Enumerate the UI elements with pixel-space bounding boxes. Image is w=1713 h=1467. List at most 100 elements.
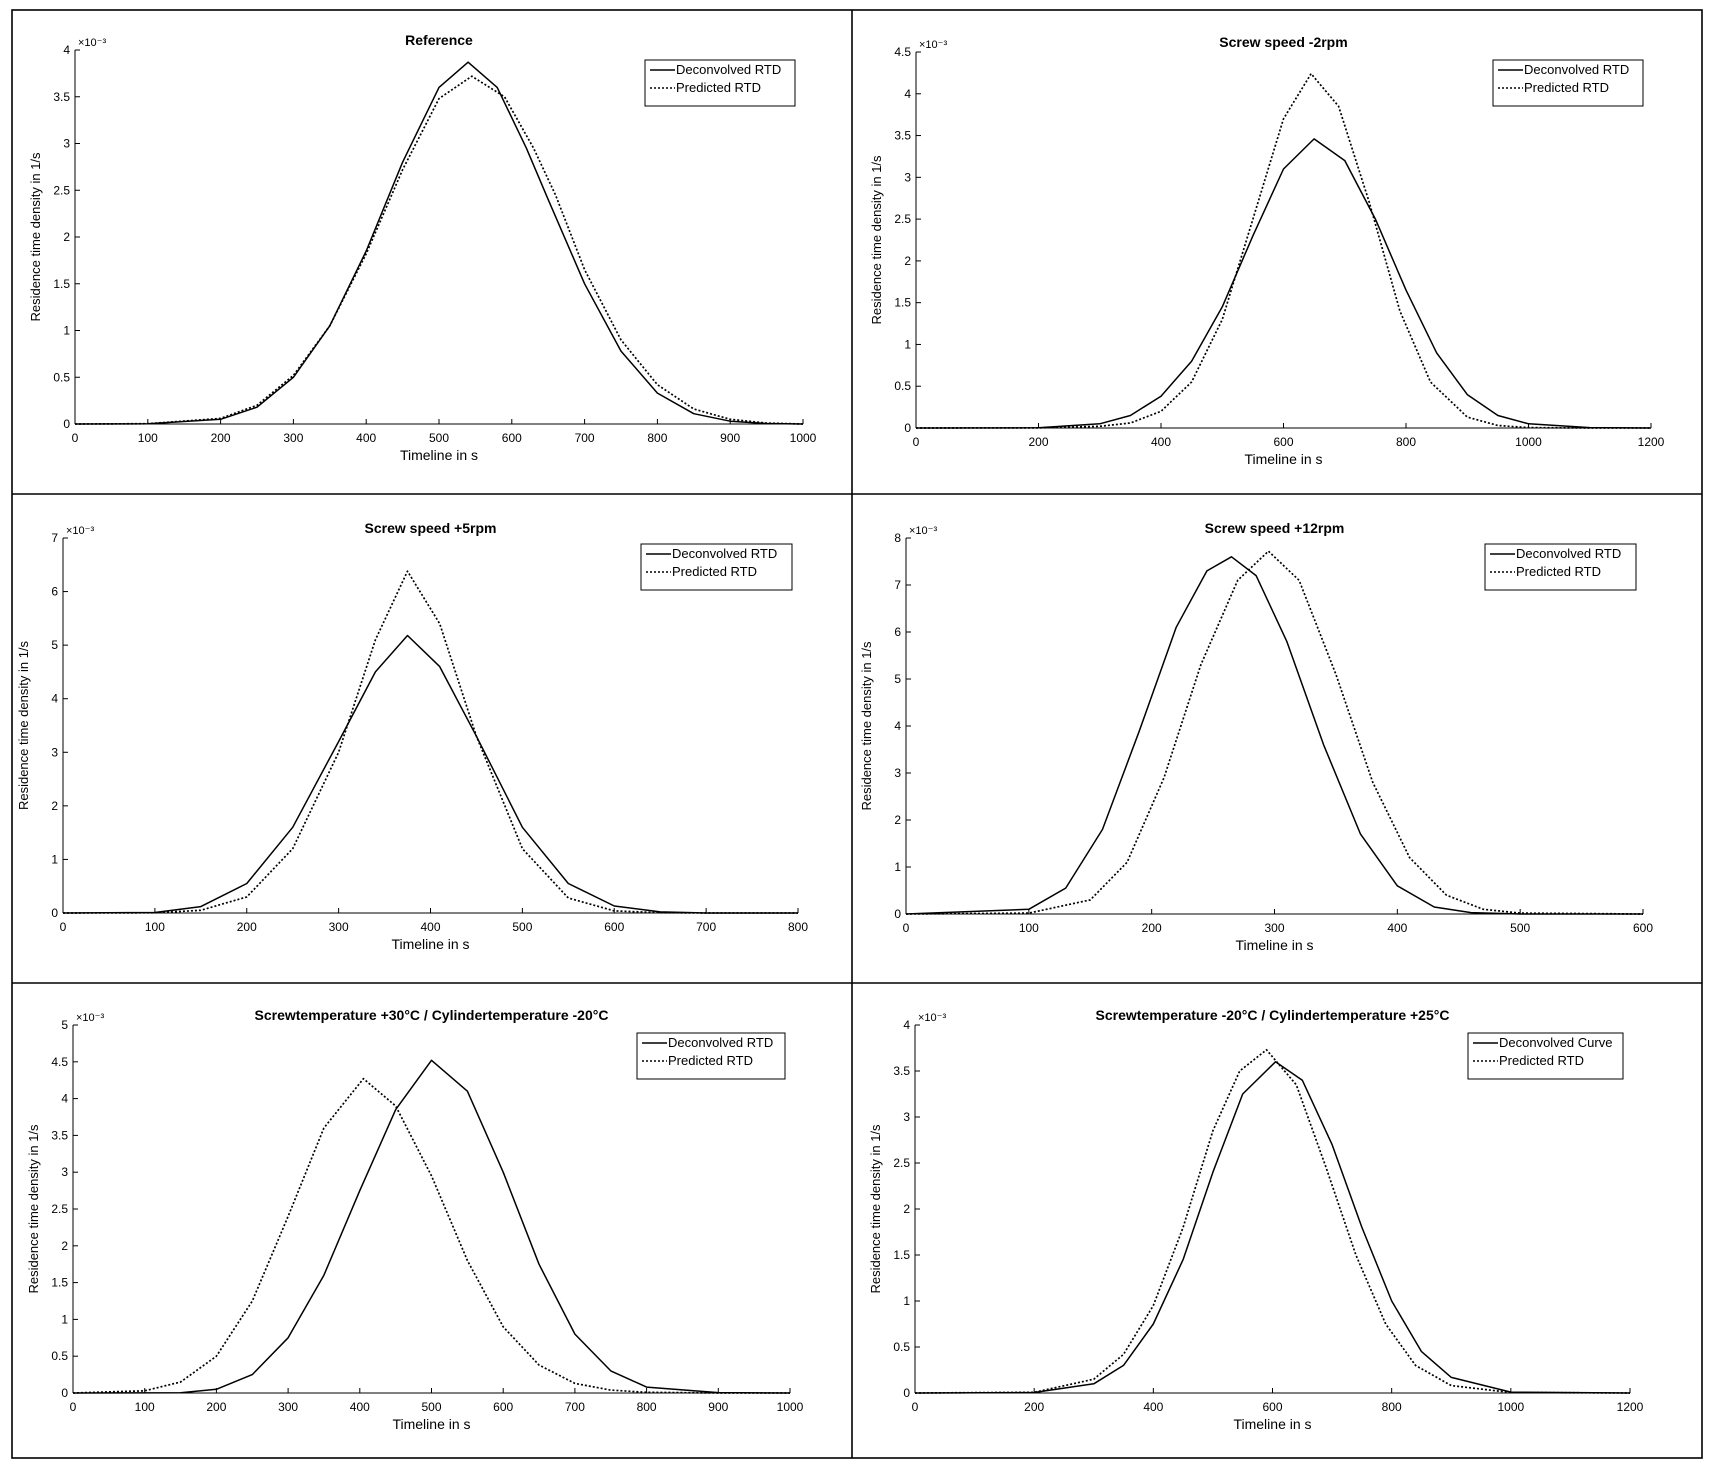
x-tick-label: 300: [329, 920, 349, 934]
x-tick-label: 900: [708, 1400, 728, 1414]
series-line-deconvolved-curve: [914, 1061, 1631, 1394]
x-tick-label: 800: [788, 920, 808, 934]
y-scale-exponent: ×10⁻³: [76, 1012, 104, 1024]
x-tick-label: 200: [1028, 435, 1048, 449]
x-tick-label: 0: [60, 920, 67, 934]
y-tick-label: 2: [51, 799, 58, 813]
x-tick-label: 600: [1633, 921, 1653, 935]
x-tick-label: 600: [604, 920, 624, 934]
x-tick-label: 200: [211, 431, 231, 445]
x-tick-label: 1200: [1617, 1400, 1644, 1414]
series-line-deconvolved-rtd: [74, 61, 804, 425]
y-tick-label: 0.5: [893, 1340, 910, 1354]
x-tick-label: 500: [421, 1400, 441, 1414]
x-tick-label: 100: [1019, 921, 1039, 935]
chart-title: Screwtemperature -20°C / Cylindertempera…: [1096, 1007, 1450, 1023]
y-tick-label: 8: [894, 531, 901, 545]
y-tick-label: 6: [51, 585, 58, 599]
legend-entry: Predicted RTD: [676, 80, 761, 95]
legend-entry: Deconvolved RTD: [676, 62, 781, 77]
y-tick-label: 2.5: [51, 1202, 68, 1216]
x-tick-label: 800: [637, 1400, 657, 1414]
y-tick-label: 0.5: [53, 370, 70, 384]
x-tick-label: 400: [1143, 1400, 1163, 1414]
x-tick-label: 0: [903, 921, 910, 935]
y-tick-label: 1: [61, 1312, 68, 1326]
y-axis-label: Residence time density in 1/s: [869, 155, 884, 325]
y-tick-label: 4: [61, 1092, 68, 1106]
legend: Deconvolved RTD Predicted RTD: [1492, 59, 1644, 107]
series-line-predicted-rtd: [914, 1048, 1631, 1394]
y-scale-exponent: ×10⁻³: [918, 1012, 946, 1024]
legend-box: [644, 59, 796, 107]
y-tick-label: 0: [63, 417, 70, 431]
chart-panel-3: 0 100 200 300 400 500 600 700 800 0 1 2 3 4 5 6 7 ×10⁻³ Sc…: [16, 520, 808, 952]
x-axis-label: Timeline in s: [400, 447, 478, 463]
legend-box: [640, 543, 793, 591]
y-tick-label: 4: [904, 87, 911, 101]
y-tick-label: 1: [903, 1294, 910, 1308]
series-line-deconvolved-rtd: [72, 1059, 791, 1394]
x-tick-label: 500: [1510, 921, 1530, 935]
y-tick-label: 0: [51, 906, 58, 920]
x-tick-label: 400: [420, 920, 440, 934]
x-tick-label: 0: [72, 431, 79, 445]
y-tick-label: 1.5: [894, 296, 911, 310]
x-tick-label: 400: [356, 431, 376, 445]
x-tick-label: 800: [647, 431, 667, 445]
legend-entry: Deconvolved RTD: [1516, 546, 1621, 561]
y-axis-label: Residence time density in 1/s: [868, 1124, 883, 1294]
y-tick-label: 5: [51, 638, 58, 652]
y-tick-label: 3: [61, 1165, 68, 1179]
y-scale-exponent: ×10⁻³: [919, 39, 947, 51]
y-tick-label: 3: [63, 137, 70, 151]
y-tick-label: 1.5: [51, 1276, 68, 1290]
y-scale-exponent: ×10⁻³: [66, 525, 94, 537]
legend: Deconvolved RTD Predicted RTD: [640, 543, 793, 591]
x-tick-label: 0: [913, 435, 920, 449]
y-tick-label: 2.5: [894, 212, 911, 226]
y-axis-label: Residence time density in 1/s: [28, 152, 43, 322]
x-axis-label: Timeline in s: [392, 1416, 470, 1432]
series-line-predicted-rtd: [915, 72, 1651, 429]
x-tick-label: 600: [1262, 1400, 1282, 1414]
legend-box: [1467, 1032, 1624, 1080]
x-tick-label: 0: [70, 1400, 77, 1414]
chart-panel-2: 0 200 400 600 800 1000 1200 0 0.5 1 1.5 2 2.5 3 3.5 4 4.…: [869, 34, 1665, 467]
legend-entry: Deconvolved RTD: [672, 546, 777, 561]
y-tick-label: 1.5: [53, 277, 70, 291]
x-tick-label: 700: [565, 1400, 585, 1414]
x-tick-label: 400: [1151, 435, 1171, 449]
x-tick-label: 200: [237, 920, 257, 934]
x-tick-label: 800: [1396, 435, 1416, 449]
chart-title: Screw speed +12rpm: [1205, 520, 1345, 536]
x-tick-label: 1000: [790, 431, 817, 445]
x-tick-label: 400: [1387, 921, 1407, 935]
legend-entry: Predicted RTD: [1524, 80, 1609, 95]
y-tick-label: 7: [894, 578, 901, 592]
x-tick-label: 300: [1264, 921, 1284, 935]
y-tick-label: 2: [904, 254, 911, 268]
y-tick-label: 4: [903, 1018, 910, 1032]
y-tick-label: 0.5: [894, 379, 911, 393]
x-tick-label: 100: [145, 920, 165, 934]
legend: Deconvolved RTD Predicted RTD: [1484, 543, 1637, 591]
y-scale-exponent: ×10⁻³: [909, 525, 937, 537]
x-tick-label: 400: [350, 1400, 370, 1414]
series-line-predicted-rtd: [74, 75, 804, 425]
x-tick-label: 1000: [1497, 1400, 1524, 1414]
x-tick-label: 600: [493, 1400, 513, 1414]
chart-panel-5: 0 100 200 300 400 500 600 700 800 900 1000 0 0.5 1 1.5…: [26, 1007, 804, 1432]
legend-entry: Deconvolved RTD: [1524, 62, 1629, 77]
y-tick-label: 3: [903, 1110, 910, 1124]
legend-entry: Predicted RTD: [1499, 1053, 1584, 1068]
x-tick-label: 900: [720, 431, 740, 445]
y-tick-label: 2: [61, 1239, 68, 1253]
y-tick-label: 0: [904, 421, 911, 435]
y-tick-label: 3: [894, 766, 901, 780]
chart-panel-1: 0 100 200 300 400 500 600 700 800 900 1000 0 0.5 1 1.5…: [28, 32, 817, 463]
x-tick-label: 800: [1382, 1400, 1402, 1414]
x-tick-label: 300: [278, 1400, 298, 1414]
y-tick-label: 6: [894, 625, 901, 639]
